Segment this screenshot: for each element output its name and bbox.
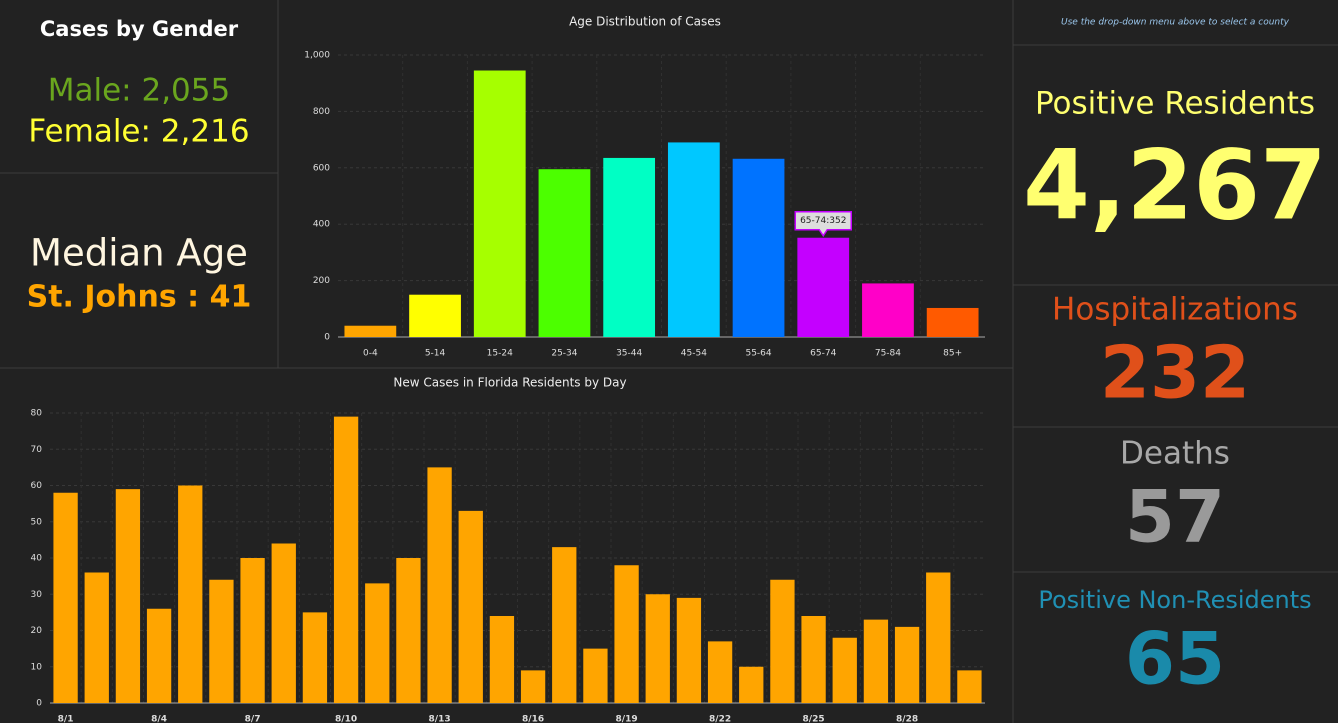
- tooltip-box: [794, 210, 852, 238]
- bar: [489, 616, 515, 703]
- bar: [583, 648, 608, 703]
- bar: [894, 626, 920, 703]
- bar: [645, 594, 670, 703]
- bar: [427, 467, 452, 703]
- stat-value: 232: [1100, 331, 1250, 415]
- bar: [538, 169, 591, 337]
- bar: [53, 492, 78, 703]
- stat-value: 57: [1125, 475, 1225, 559]
- bar: [862, 283, 914, 337]
- bar: [396, 558, 421, 703]
- bar: [458, 510, 483, 703]
- median-title: Median Age: [30, 232, 248, 275]
- bar: [344, 325, 397, 337]
- bar: [926, 572, 951, 703]
- bar: [409, 294, 461, 337]
- x-tick-label: 8/1: [58, 715, 74, 723]
- x-tick-label: 45-54: [681, 349, 707, 359]
- y-tick-label: 400: [313, 220, 330, 230]
- bar: [926, 307, 979, 337]
- bar: [365, 583, 390, 703]
- median-value: St. Johns : 41: [27, 280, 252, 315]
- bar: [667, 142, 720, 337]
- bar: [863, 619, 889, 703]
- y-tick-label: 50: [31, 517, 43, 527]
- y-tick-label: 10: [31, 662, 43, 672]
- bar: [302, 612, 328, 703]
- x-tick-label: 0-4: [363, 349, 378, 359]
- bar: [333, 416, 359, 703]
- bar: [146, 608, 172, 703]
- stat-label: Positive Non-Residents: [1038, 586, 1311, 614]
- bar: [552, 547, 577, 703]
- y-tick-label: 0: [324, 333, 330, 343]
- bar: [732, 158, 785, 337]
- x-tick-label: 8/7: [245, 715, 261, 723]
- x-tick-label: 8/25: [803, 715, 825, 723]
- male-count: Male: 2,055: [48, 73, 230, 109]
- bar: [271, 543, 296, 703]
- x-tick-label: 8/13: [429, 715, 451, 723]
- y-tick-label: 40: [31, 554, 43, 564]
- bar: [707, 641, 733, 703]
- y-tick-label: 60: [31, 481, 43, 491]
- y-tick-label: 600: [313, 163, 330, 173]
- female-count: Female: 2,216: [28, 114, 249, 150]
- chart-title: Age Distribution of Cases: [569, 15, 721, 29]
- x-tick-label: 75-84: [875, 349, 901, 359]
- x-tick-label: 85+: [943, 349, 962, 359]
- bar: [603, 157, 656, 337]
- x-tick-label: 8/4: [151, 715, 167, 723]
- gender-title: Cases by Gender: [40, 17, 239, 41]
- x-tick-label: 8/19: [616, 715, 638, 723]
- note: Use the drop-down menu above to select a…: [1061, 18, 1290, 28]
- y-tick-label: 70: [31, 445, 43, 455]
- bar: [520, 670, 546, 703]
- bar: [832, 637, 857, 703]
- x-tick-label: 55-64: [745, 349, 771, 359]
- y-tick-label: 800: [313, 107, 330, 117]
- y-tick-label: 20: [31, 626, 43, 636]
- x-tick-label: 35-44: [616, 349, 642, 359]
- bar: [178, 485, 203, 703]
- x-tick-label: 15-24: [487, 349, 513, 359]
- stat-label: Positive Residents: [1035, 86, 1315, 122]
- x-tick-label: 8/22: [709, 715, 731, 723]
- bar: [770, 579, 795, 703]
- bar: [739, 666, 764, 703]
- tooltip-text: 65-74:352: [800, 216, 846, 226]
- bar: [115, 489, 141, 703]
- stat-value: 4,267: [1023, 129, 1327, 241]
- bar: [209, 579, 234, 703]
- y-tick-label: 1,000: [304, 51, 330, 61]
- y-tick-label: 80: [31, 409, 43, 419]
- x-tick-label: 65-74: [810, 349, 836, 359]
- stat-value: 65: [1125, 617, 1225, 701]
- bar: [801, 616, 826, 703]
- bar: [473, 70, 526, 337]
- x-tick-label: 8/16: [522, 715, 544, 723]
- bar: [614, 565, 639, 703]
- chart-title: New Cases in Florida Residents by Day: [393, 376, 626, 390]
- stat-label: Hospitalizations: [1052, 292, 1298, 328]
- bar: [797, 237, 850, 337]
- y-tick-label: 0: [36, 699, 42, 709]
- stat-label: Deaths: [1120, 436, 1230, 472]
- x-tick-label: 8/28: [896, 715, 918, 723]
- bar: [957, 670, 982, 703]
- bar: [676, 597, 702, 703]
- bar: [84, 572, 109, 703]
- y-tick-label: 200: [313, 276, 330, 286]
- x-tick-label: 5-14: [425, 349, 446, 359]
- bar: [240, 558, 265, 703]
- x-tick-label: 25-34: [551, 349, 577, 359]
- y-tick-label: 30: [31, 590, 43, 600]
- x-tick-label: 8/10: [335, 715, 357, 723]
